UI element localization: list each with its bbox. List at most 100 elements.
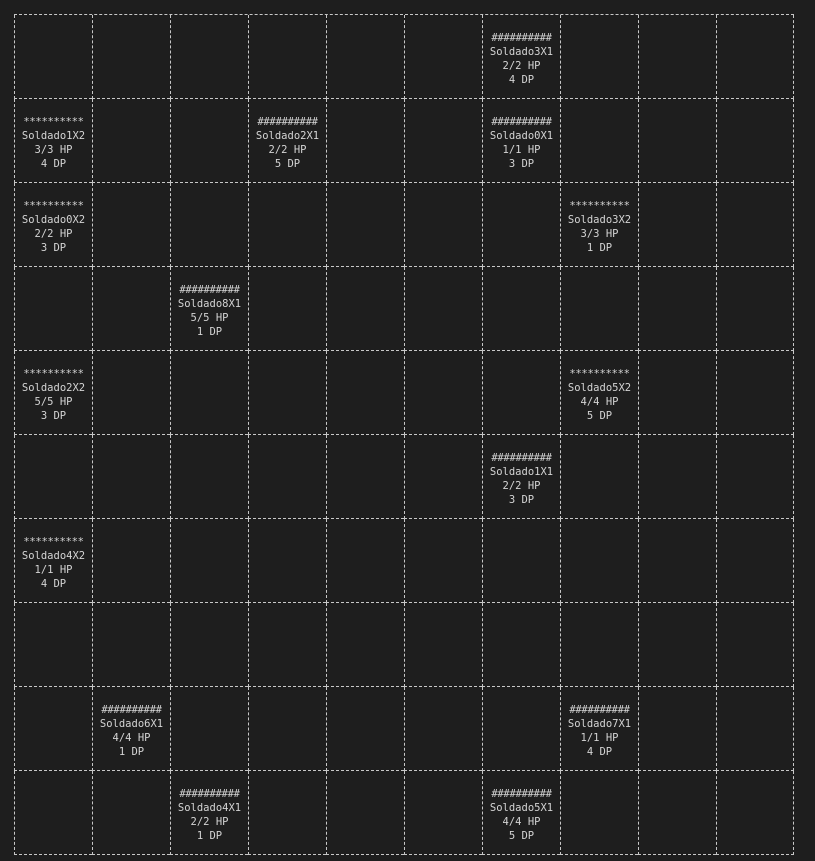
board-cell	[14, 15, 92, 99]
unit-hp: 4/4 HP	[502, 816, 541, 828]
unit-marker: ##########	[491, 452, 552, 464]
soldier-unit: ########## Soldado4X1 2/2 HP 1 DP	[171, 787, 248, 843]
board-cell	[92, 603, 170, 687]
soldier-unit: ********** Soldado5X2 4/4 HP 5 DP	[561, 367, 638, 423]
unit-hp: 3/3 HP	[34, 144, 73, 156]
board-cell	[482, 351, 560, 435]
board-cell	[638, 15, 716, 99]
board-cell	[14, 771, 92, 855]
unit-hp: 2/2 HP	[502, 480, 541, 492]
board-cell	[248, 435, 326, 519]
board-cell	[14, 267, 92, 351]
board-cell	[248, 183, 326, 267]
board-cell: ########## Soldado5X1 4/4 HP 5 DP	[482, 771, 560, 855]
soldier-unit: ########## Soldado7X1 1/1 HP 4 DP	[561, 703, 638, 759]
board-cell	[638, 351, 716, 435]
unit-marker: ##########	[491, 116, 552, 128]
soldier-unit: ********** Soldado4X2 1/1 HP 4 DP	[15, 535, 92, 591]
board-cell	[92, 183, 170, 267]
unit-hp: 5/5 HP	[34, 396, 73, 408]
board-cell	[404, 771, 482, 855]
unit-name: Soldado0X1	[489, 130, 554, 142]
unit-hp: 5/5 HP	[190, 312, 229, 324]
board-cell	[404, 519, 482, 603]
soldier-unit: ########## Soldado8X1 5/5 HP 1 DP	[171, 283, 248, 339]
board-cell	[716, 435, 794, 519]
board-cell	[638, 519, 716, 603]
unit-hp: 4/4 HP	[580, 396, 619, 408]
board-cell	[170, 183, 248, 267]
unit-dp: 1 DP	[118, 746, 145, 758]
soldier-unit: ########## Soldado5X1 4/4 HP 5 DP	[483, 787, 560, 843]
board-cell	[716, 687, 794, 771]
unit-marker: ##########	[101, 704, 162, 716]
board-cell	[560, 15, 638, 99]
board-cell	[92, 351, 170, 435]
board-cell	[560, 519, 638, 603]
game-board: ########## Soldado3X1 2/2 HP 4 DP **********…	[14, 14, 794, 855]
board-cell: ########## Soldado3X1 2/2 HP 4 DP	[482, 15, 560, 99]
unit-name: Soldado3X1	[489, 46, 554, 58]
unit-marker: **********	[569, 200, 630, 212]
unit-hp: 4/4 HP	[112, 732, 151, 744]
unit-name: Soldado3X2	[567, 214, 632, 226]
unit-marker: **********	[23, 536, 84, 548]
unit-name: Soldado6X1	[99, 718, 164, 730]
soldier-unit: ########## Soldado3X1 2/2 HP 4 DP	[483, 31, 560, 87]
unit-dp: 3 DP	[508, 158, 535, 170]
unit-dp: 4 DP	[40, 578, 67, 590]
soldier-unit: ########## Soldado0X1 1/1 HP 3 DP	[483, 115, 560, 171]
unit-dp: 1 DP	[196, 830, 223, 842]
unit-name: Soldado2X1	[255, 130, 320, 142]
board-cell	[638, 687, 716, 771]
unit-dp: 3 DP	[40, 410, 67, 422]
unit-hp: 3/3 HP	[580, 228, 619, 240]
unit-name: Soldado1X1	[489, 466, 554, 478]
board-cell	[716, 99, 794, 183]
board-cell	[326, 435, 404, 519]
board-cell	[482, 183, 560, 267]
board-cell	[638, 183, 716, 267]
board-cell	[14, 603, 92, 687]
board-cell	[248, 603, 326, 687]
board-cell	[716, 183, 794, 267]
board-cell	[404, 687, 482, 771]
board-cell	[14, 435, 92, 519]
unit-name: Soldado4X1	[177, 802, 242, 814]
board-cell	[638, 771, 716, 855]
unit-dp: 5 DP	[586, 410, 613, 422]
board-cell	[482, 519, 560, 603]
board-cell	[92, 99, 170, 183]
board-cell: ********** Soldado1X2 3/3 HP 4 DP	[14, 99, 92, 183]
board-cell	[638, 435, 716, 519]
board-cell	[170, 99, 248, 183]
board-cell: ********** Soldado5X2 4/4 HP 5 DP	[560, 351, 638, 435]
board-cell: ########## Soldado4X1 2/2 HP 1 DP	[170, 771, 248, 855]
unit-marker: ##########	[179, 788, 240, 800]
unit-name: Soldado2X2	[21, 382, 86, 394]
board-cell	[638, 267, 716, 351]
soldier-unit: ********** Soldado2X2 5/5 HP 3 DP	[15, 367, 92, 423]
board-cell	[248, 15, 326, 99]
board-cell	[716, 267, 794, 351]
unit-dp: 4 DP	[586, 746, 613, 758]
board-cell	[326, 519, 404, 603]
board-cell	[404, 603, 482, 687]
unit-marker: **********	[23, 368, 84, 380]
board-cell	[404, 15, 482, 99]
board-cell	[482, 603, 560, 687]
soldier-unit: ########## Soldado1X1 2/2 HP 3 DP	[483, 451, 560, 507]
board-cell: ########## Soldado0X1 1/1 HP 3 DP	[482, 99, 560, 183]
board-cell	[326, 603, 404, 687]
board-cell	[560, 603, 638, 687]
board-cell	[248, 519, 326, 603]
board-cell	[482, 687, 560, 771]
unit-name: Soldado5X2	[567, 382, 632, 394]
board-cell	[560, 435, 638, 519]
unit-marker: ##########	[179, 284, 240, 296]
unit-dp: 1 DP	[196, 326, 223, 338]
board-cell	[638, 99, 716, 183]
board-cell: ########## Soldado7X1 1/1 HP 4 DP	[560, 687, 638, 771]
board-cell: ********** Soldado4X2 1/1 HP 4 DP	[14, 519, 92, 603]
